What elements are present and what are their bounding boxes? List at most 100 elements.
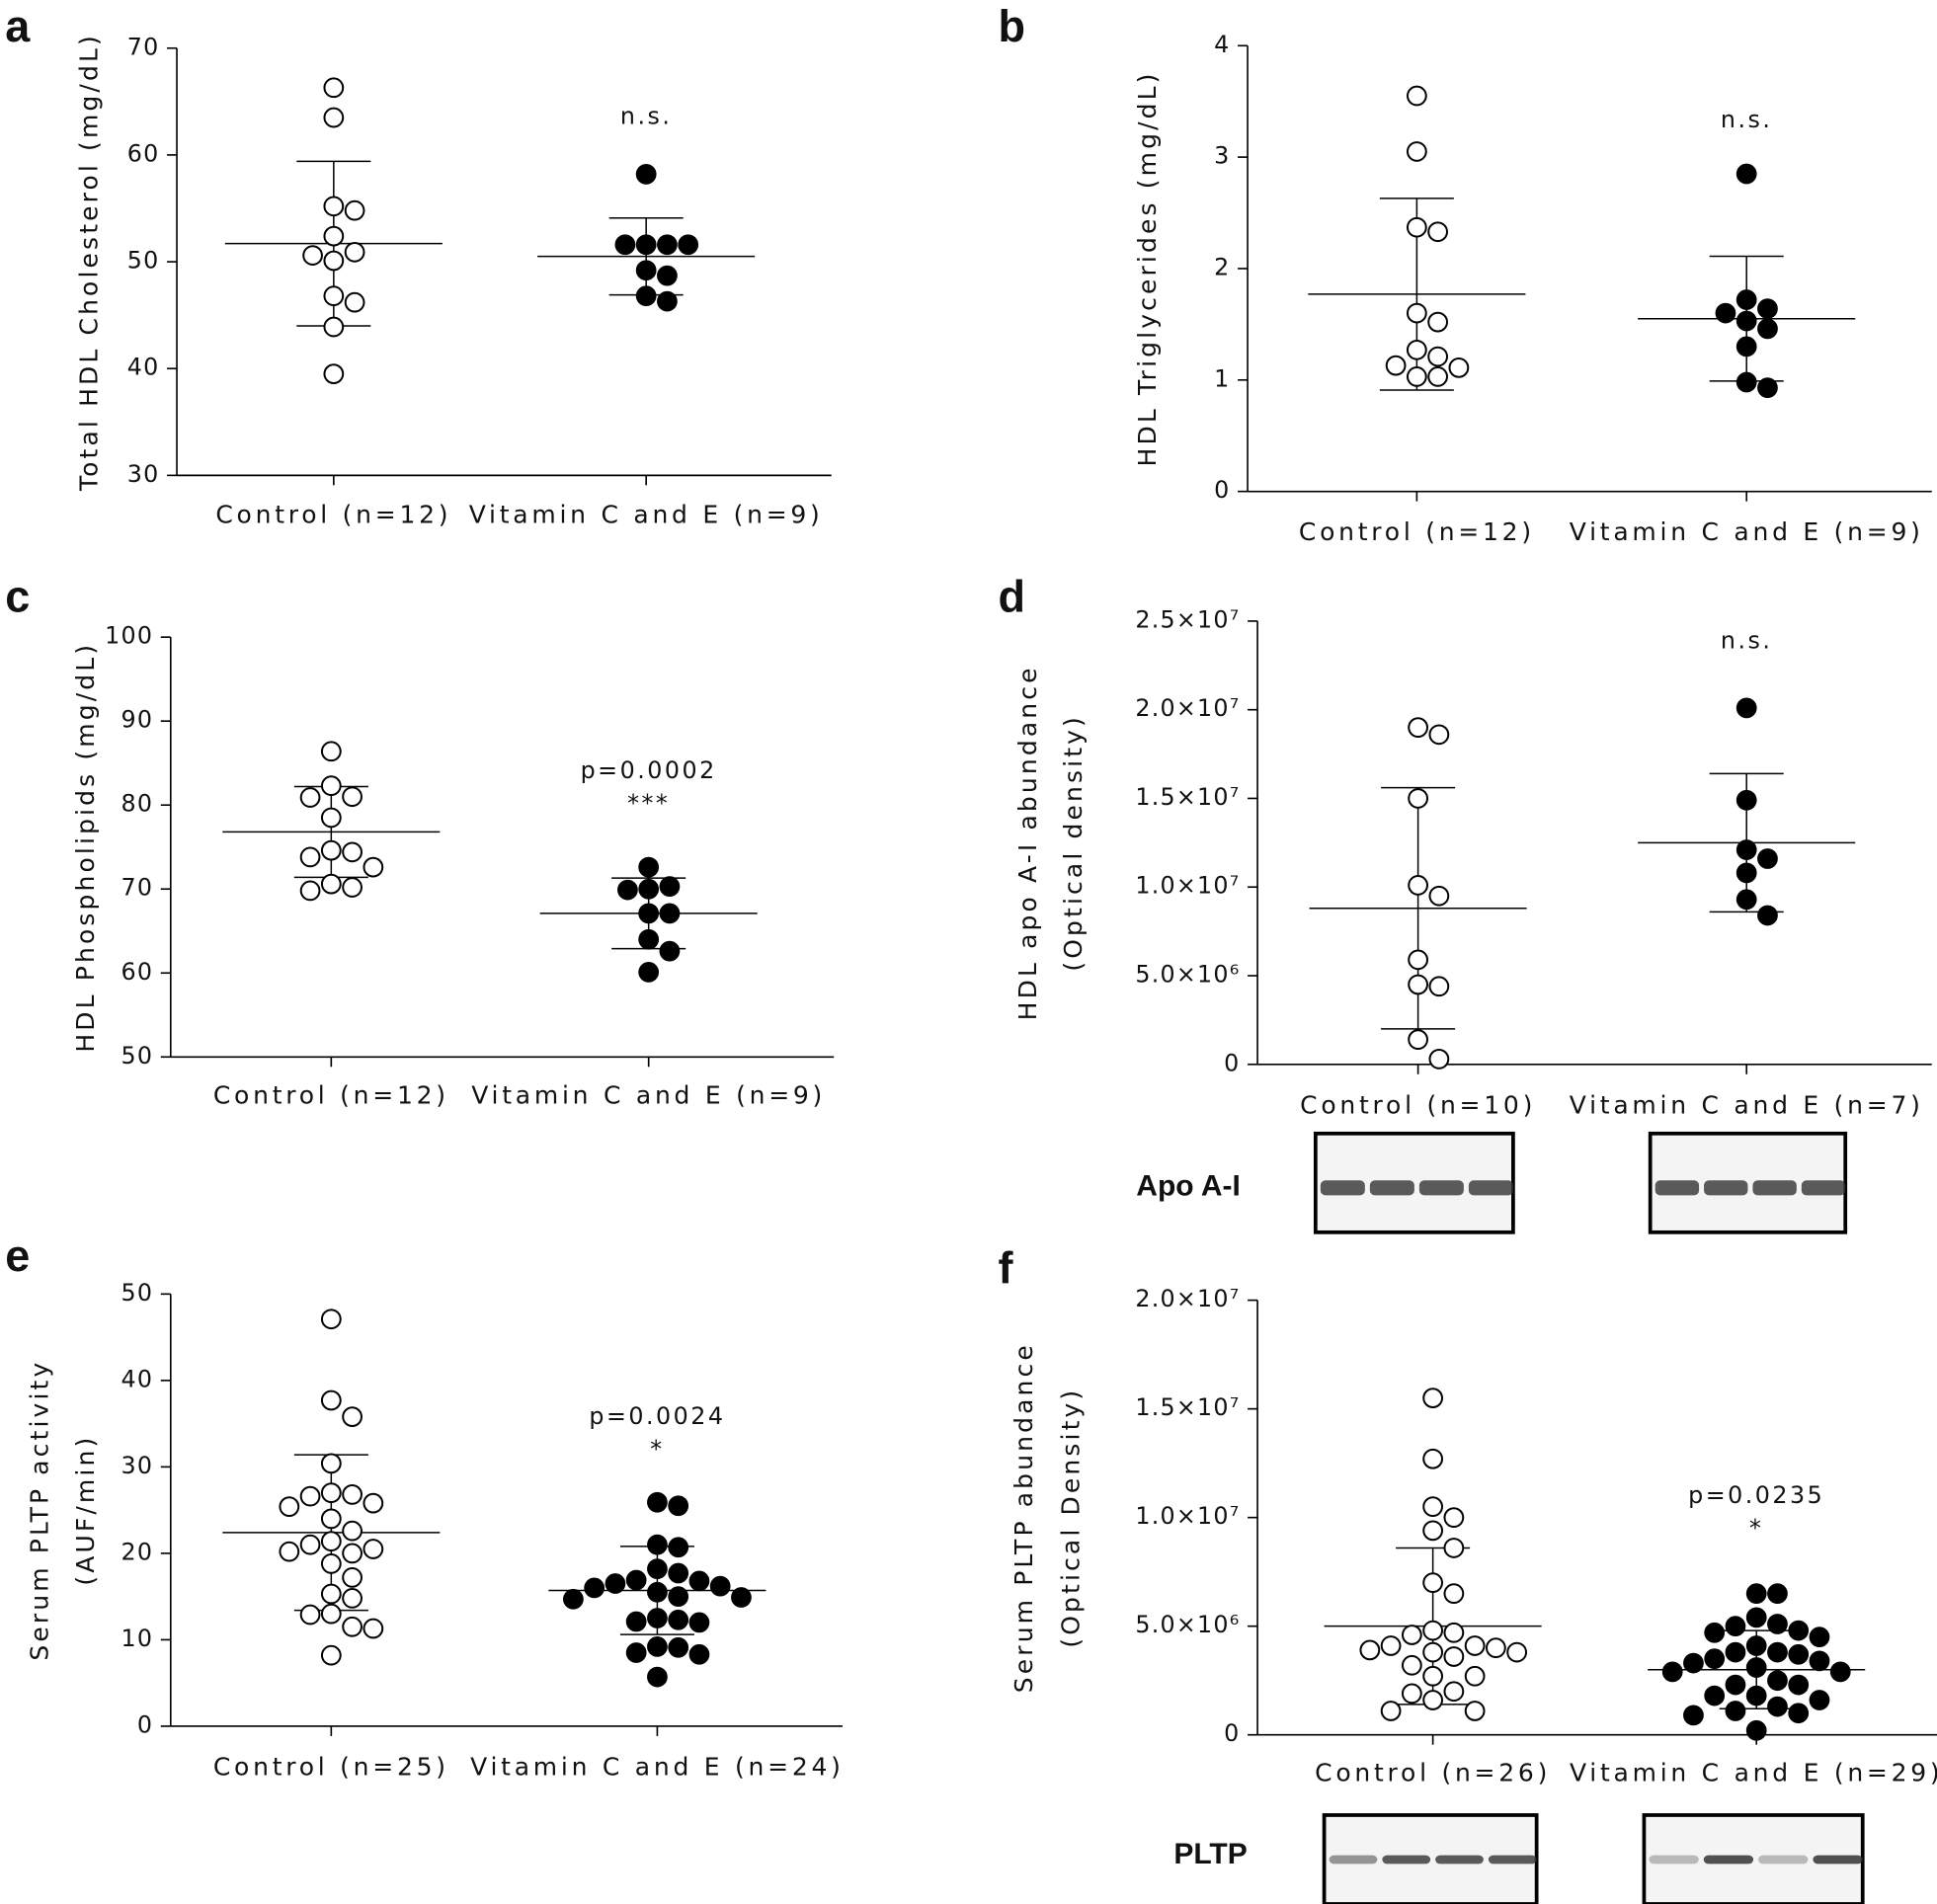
data-point bbox=[1788, 1703, 1810, 1724]
data-point bbox=[323, 107, 345, 128]
data-point bbox=[1704, 1648, 1726, 1670]
data-point bbox=[709, 1575, 731, 1597]
data-point bbox=[1725, 1616, 1746, 1637]
data-point bbox=[1757, 318, 1778, 340]
data-point bbox=[1408, 1029, 1428, 1051]
blot-band bbox=[1369, 1180, 1414, 1196]
data-point bbox=[731, 1587, 752, 1608]
blot-band bbox=[1435, 1855, 1484, 1864]
stat-annotation: n.s. bbox=[1721, 627, 1773, 655]
data-point bbox=[344, 241, 365, 263]
y-tick-label: 100 bbox=[105, 622, 153, 650]
y-axis-label: HDL apo A-I abundance bbox=[1013, 665, 1042, 1020]
data-point bbox=[659, 903, 681, 924]
data-point bbox=[638, 962, 660, 983]
data-point bbox=[279, 1496, 300, 1518]
data-point bbox=[1735, 336, 1757, 357]
y-tick-label: 60 bbox=[127, 139, 160, 167]
data-point bbox=[647, 1558, 668, 1580]
data-point bbox=[1408, 974, 1428, 995]
data-point bbox=[1715, 302, 1736, 324]
panel-letter: e bbox=[5, 1230, 30, 1281]
blot-band bbox=[1703, 1855, 1754, 1864]
y-axis-label: Serum PLTP activity bbox=[26, 1360, 54, 1661]
y-axis-label: Serum PLTP abundance bbox=[1009, 1342, 1038, 1693]
blot-band bbox=[1468, 1180, 1513, 1196]
data-point bbox=[342, 1567, 363, 1588]
y-tick-label: 20 bbox=[121, 1538, 154, 1565]
data-point bbox=[1767, 1670, 1788, 1692]
data-point bbox=[638, 928, 660, 950]
data-point bbox=[342, 1543, 363, 1564]
y-tick-label: 1.0×10⁷ bbox=[1135, 872, 1240, 900]
data-point bbox=[320, 775, 342, 797]
data-point bbox=[320, 1309, 342, 1330]
data-point bbox=[1725, 1674, 1746, 1696]
data-point bbox=[635, 260, 657, 281]
data-point bbox=[688, 1570, 710, 1592]
data-point bbox=[1422, 1520, 1443, 1542]
data-point bbox=[1735, 697, 1757, 719]
stat-annotation: n.s. bbox=[620, 102, 673, 129]
data-point bbox=[299, 846, 321, 868]
data-point bbox=[320, 807, 342, 829]
data-point bbox=[1757, 905, 1778, 926]
x-tick-label: Vitamin C and E (n=9) bbox=[1570, 517, 1924, 546]
data-point bbox=[342, 1484, 363, 1505]
x-tick-label: Vitamin C and E (n=9) bbox=[469, 501, 824, 529]
data-point bbox=[1809, 1690, 1830, 1710]
y-axis-label: (AUF/min) bbox=[71, 1435, 100, 1586]
data-point bbox=[678, 234, 699, 256]
data-point bbox=[625, 1569, 647, 1591]
y-tick-label: 10 bbox=[121, 1625, 154, 1652]
stat-annotation: p=0.0235 bbox=[1688, 1481, 1824, 1509]
x-tick-label: Control (n=12) bbox=[213, 1080, 449, 1109]
data-point bbox=[1408, 788, 1428, 809]
data-point bbox=[299, 1534, 321, 1555]
data-point bbox=[1422, 1388, 1443, 1408]
y-tick-label: 1.5×10⁷ bbox=[1135, 783, 1240, 811]
data-point bbox=[1427, 366, 1449, 387]
data-point bbox=[344, 199, 365, 221]
blot-band bbox=[1752, 1180, 1797, 1196]
data-point bbox=[1735, 889, 1757, 911]
blot-band bbox=[1329, 1855, 1378, 1864]
data-point bbox=[1443, 1507, 1465, 1529]
data-point bbox=[1745, 1657, 1767, 1678]
y-tick-label: 60 bbox=[121, 958, 154, 986]
y-tick-label: 80 bbox=[121, 790, 154, 818]
data-point bbox=[1443, 1681, 1465, 1703]
data-point bbox=[1506, 1641, 1528, 1663]
data-point bbox=[1443, 1622, 1465, 1643]
data-point bbox=[688, 1643, 710, 1665]
blot-band bbox=[1649, 1855, 1699, 1864]
x-tick-label: Control (n=12) bbox=[1299, 517, 1535, 546]
data-point bbox=[1422, 1620, 1443, 1641]
data-point bbox=[320, 839, 342, 861]
data-point bbox=[1683, 1705, 1704, 1726]
data-point bbox=[1428, 976, 1450, 997]
data-point bbox=[1745, 1719, 1767, 1741]
data-point bbox=[1380, 1701, 1402, 1721]
data-point bbox=[1427, 311, 1449, 333]
data-point bbox=[302, 245, 323, 266]
y-tick-label: 0 bbox=[1224, 1049, 1240, 1076]
data-point bbox=[1745, 1635, 1767, 1656]
blot-band bbox=[1320, 1180, 1365, 1196]
panel-letter: a bbox=[5, 1, 31, 51]
x-tick-label: Vitamin C and E (n=24) bbox=[470, 1752, 844, 1781]
data-point bbox=[1788, 1620, 1810, 1641]
data-point bbox=[1767, 1641, 1788, 1663]
data-point bbox=[1464, 1635, 1486, 1656]
data-point bbox=[635, 164, 657, 185]
data-point bbox=[1829, 1661, 1851, 1683]
data-point bbox=[342, 841, 363, 863]
y-tick-label: 1.5×10⁷ bbox=[1135, 1393, 1240, 1421]
y-tick-label: 50 bbox=[127, 247, 160, 275]
data-point bbox=[1464, 1665, 1486, 1687]
data-point bbox=[342, 786, 363, 808]
data-point bbox=[342, 1520, 363, 1542]
data-point bbox=[647, 1608, 668, 1628]
data-point bbox=[1401, 1683, 1422, 1705]
data-point bbox=[1725, 1641, 1746, 1663]
